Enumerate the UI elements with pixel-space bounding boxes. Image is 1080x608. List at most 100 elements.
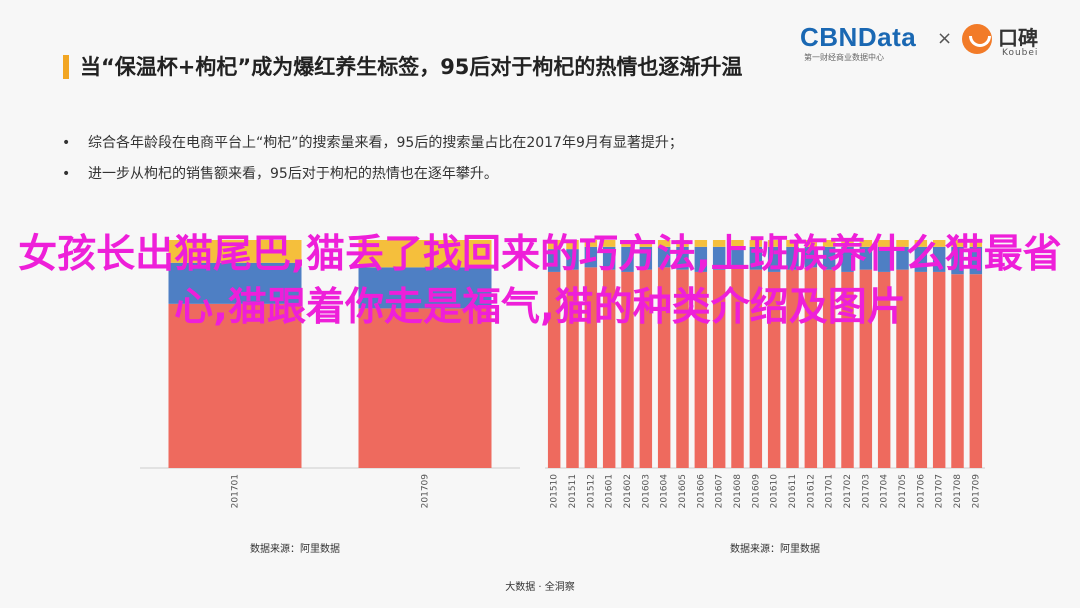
- bar-segment-201608-s0: [731, 267, 744, 468]
- bar-segment-201707-s1: [932, 246, 946, 272]
- bar-segment-201603-s2: [639, 240, 653, 247]
- bar-segment-201702-s1: [841, 246, 854, 272]
- bar-segment-201701-s0: [822, 269, 836, 468]
- cbndata-logo: CBNData: [800, 22, 917, 52]
- bar-segment-201606-s2: [694, 240, 708, 247]
- bar-segment-201611-s2: [786, 240, 799, 247]
- bar-segment-201704-s0: [877, 271, 891, 468]
- x-tick-label: 201610: [770, 474, 780, 509]
- x-tick-label: 201606: [696, 474, 706, 509]
- x-tick-label: 201605: [678, 474, 688, 508]
- bar-segment-201701-s2: [822, 240, 836, 247]
- overlay-headline: 女孩长出猫尾巴,猫丢了找回来的巧方法,上班族养什么猫最省心,猫跟着你走是福气,猫…: [18, 232, 1062, 330]
- x-tick-label: 201604: [660, 474, 670, 509]
- bar-segment-201602-s2: [621, 240, 634, 247]
- bar-segment-201602-s1: [621, 246, 634, 272]
- bullet-list: 综合各年龄段在电商平台上“枸杞”的搜索量来看，95后的搜索量占比在2017年9月…: [62, 128, 882, 190]
- bar-segment-201702-s0: [841, 271, 854, 468]
- bar-segment-201708-s1: [951, 246, 964, 275]
- x-tick-label: 201701: [825, 474, 835, 508]
- bar-segment-201706-s1: [914, 246, 928, 272]
- bar-segment-201704-s2: [877, 240, 891, 247]
- bar-segment-201608-s2: [731, 240, 744, 247]
- bar-segment-201607-s0: [712, 269, 726, 468]
- bar-segment-201610-s2: [767, 240, 781, 247]
- bar-segment-201612-s0: [804, 267, 818, 468]
- bar-segment-201706-s2: [914, 240, 928, 247]
- x-tick-label: 201707: [935, 474, 945, 508]
- bar-segment-201601-s1: [602, 246, 616, 270]
- bar-segment-201604-s0: [657, 267, 671, 468]
- bar-segment-201605-s1: [676, 246, 689, 270]
- bar-segment-201510-s1: [547, 249, 561, 272]
- x-tick-label: 201601: [605, 474, 615, 508]
- bar-segment-201605-s2: [676, 240, 689, 247]
- slide-title: 当“保温杯+枸杞”成为爆红养生标签，95后对于枸杞的热情也逐渐升温: [80, 55, 743, 79]
- left-source-note: 数据来源：阿里数据: [250, 544, 340, 555]
- bar-segment-201705-s2: [896, 240, 909, 247]
- bar-segment-201701-s0: [168, 303, 302, 468]
- bar-segment-201601-s0: [602, 269, 616, 468]
- bar-segment-201601-s2: [602, 240, 616, 247]
- x-tick-label: 201703: [861, 474, 871, 508]
- koubei-smile-icon: [962, 24, 992, 54]
- bullet-item: 进一步从枸杞的销售额来看，95后对于枸杞的热情也在逐年攀升。: [62, 159, 882, 190]
- bar-segment-201606-s0: [694, 271, 708, 468]
- x-tick-label: 201706: [916, 474, 926, 509]
- bar-segment-201709-s2: [969, 240, 983, 247]
- bar-segment-201608-s1: [731, 246, 744, 268]
- bar-segment-201603-s1: [639, 246, 653, 270]
- bar-segment-201707-s0: [932, 271, 946, 468]
- bar-segment-201510-s2: [547, 240, 561, 250]
- bar-segment-201605-s0: [676, 269, 689, 468]
- bar-segment-201607-s2: [712, 240, 726, 247]
- bar-segment-201709-s0: [358, 308, 492, 468]
- bar-segment-201607-s1: [712, 246, 726, 270]
- bar-segment-201703-s1: [859, 246, 873, 270]
- bar-segment-201709-s2: [358, 240, 492, 268]
- bar-segment-201510-s0: [547, 271, 561, 468]
- x-tick-label: 201607: [715, 474, 725, 508]
- logo-separator: ×: [937, 28, 953, 49]
- right-stacked-bar-chart: 201510 201511 201512 201601 201602 201603 2016…: [545, 240, 985, 509]
- logo-row: CBNData 第一财经商业数据中心 × 口碑 Koubei: [800, 22, 1070, 62]
- x-tick-label: 201602: [623, 474, 633, 508]
- bar-segment-201709-s1: [358, 267, 492, 309]
- bar-segment-201604-s2: [657, 240, 671, 247]
- bar-segment-201702-s2: [841, 240, 854, 247]
- bar-segment-201709-s1: [969, 246, 983, 275]
- koubei-logo: 口碑: [998, 26, 1038, 50]
- x-tick-label: 201603: [641, 474, 651, 508]
- x-tick-label: 201704: [880, 474, 890, 509]
- bar-segment-201610-s0: [767, 271, 781, 468]
- bar-segment-201709-s0: [969, 274, 983, 468]
- bar-segment-201611-s1: [786, 246, 799, 270]
- x-tick-label: 201608: [733, 474, 743, 509]
- x-tick-label: 201705: [898, 474, 908, 508]
- bar-segment-201603-s0: [639, 269, 653, 468]
- right-source-note: 数据来源：阿里数据: [730, 544, 820, 555]
- bar-segment-201708-s0: [951, 274, 964, 468]
- bar-segment-201512-s1: [584, 246, 598, 268]
- x-tick-label: 201512: [586, 474, 596, 508]
- bar-segment-201602-s0: [621, 271, 634, 468]
- bar-segment-201512-s0: [584, 267, 598, 468]
- bar-segment-201704-s1: [877, 246, 891, 272]
- left-stacked-bar-chart: 201701 201709: [140, 240, 520, 509]
- bar-segment-201609-s1: [749, 246, 763, 270]
- bar-segment-201706-s0: [914, 271, 928, 468]
- koubei-logo-subtitle: Koubei: [1002, 48, 1039, 58]
- bar-segment-201610-s1: [767, 246, 781, 272]
- x-tick-label: 201609: [751, 474, 761, 509]
- x-tick-label: 201612: [806, 474, 816, 508]
- bar-segment-201612-s1: [804, 246, 818, 268]
- x-tick-label: 201709: [421, 474, 431, 509]
- x-tick-label: 201510: [550, 474, 560, 509]
- bar-segment-201701-s2: [168, 240, 302, 263]
- x-tick-label: 201611: [788, 474, 798, 508]
- bar-segment-201701-s1: [168, 262, 302, 304]
- bar-segment-201705-s1: [896, 246, 909, 270]
- bar-segment-201703-s2: [859, 240, 873, 247]
- bullet-item: 综合各年龄段在电商平台上“枸杞”的搜索量来看，95后的搜索量占比在2017年9月…: [62, 128, 882, 159]
